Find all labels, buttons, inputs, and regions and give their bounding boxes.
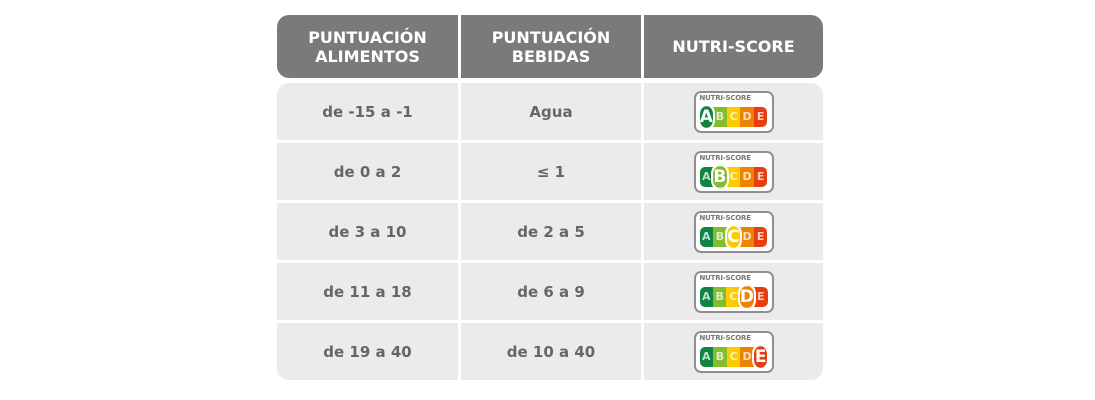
- nutri-score-badge: NUTRI-SCORE A B C D E: [693, 330, 774, 373]
- nutri-score-bar: A B C D E: [697, 103, 768, 130]
- cell-alimentos: de 11 a 18: [323, 282, 412, 301]
- nutriscore-table: PUNTUACIÓN ALIMENTOS PUNTUACIÓN BEBIDAS …: [277, 15, 823, 380]
- nutri-score-badge: NUTRI-SCORE A B C D E: [693, 90, 774, 133]
- grade-a-segment: A: [699, 346, 714, 367]
- cell-alimentos: de 0 a 2: [333, 162, 402, 181]
- cell-bebidas: Agua: [458, 83, 641, 140]
- grade-d-segment: D: [740, 106, 754, 127]
- table-header: PUNTUACIÓN ALIMENTOS PUNTUACIÓN BEBIDAS …: [277, 15, 823, 78]
- grade-a-segment: A: [697, 103, 716, 130]
- grade-d-segment: D: [737, 283, 757, 310]
- grade-c-segment: C: [726, 286, 740, 307]
- cell-alimentos: de 19 a 40: [323, 342, 412, 361]
- grade-b-segment: B: [712, 286, 727, 307]
- grade-c-segment: C: [726, 166, 741, 187]
- cell-bebidas: de 10 a 40: [458, 323, 641, 380]
- nutri-score-bar: A B C D E: [699, 223, 768, 250]
- table-row: de 11 a 18 de 6 a 9 NUTRI-SCORE A B C D …: [277, 260, 823, 320]
- grade-d-segment: D: [740, 346, 754, 367]
- cell-nutri-score: NUTRI-SCORE A B C D E: [641, 83, 823, 140]
- nutri-score-badge-title: NUTRI-SCORE: [699, 93, 752, 102]
- grade-b-segment: B: [711, 163, 729, 190]
- grade-e-segment: E: [753, 166, 768, 187]
- grade-e-segment: E: [754, 286, 768, 307]
- header-puntuacion-alimentos: PUNTUACIÓN ALIMENTOS: [308, 27, 427, 66]
- nutri-score-badge-title: NUTRI-SCORE: [699, 273, 752, 282]
- grade-b-segment: B: [713, 226, 727, 247]
- nutri-score-bar: A B C D E: [699, 343, 770, 370]
- nutri-score-badge: NUTRI-SCORE A B C D E: [693, 270, 774, 313]
- nutri-score-badge: NUTRI-SCORE A B C D E: [693, 210, 774, 253]
- nutri-score-bar: A B C D E: [699, 163, 768, 190]
- grade-a-segment: A: [699, 286, 713, 307]
- grade-e-segment: E: [753, 106, 768, 127]
- nutri-score-bar: A B C D E: [699, 283, 768, 310]
- nutri-score-badge-title: NUTRI-SCORE: [699, 153, 752, 162]
- grade-d-segment: D: [740, 226, 754, 247]
- header-nutri-score: NUTRI-SCORE: [641, 15, 823, 78]
- table-row: de 3 a 10 de 2 a 5 NUTRI-SCORE A B C D E: [277, 200, 823, 260]
- cell-alimentos: de 3 a 10: [328, 222, 407, 241]
- table-body: de -15 a -1 Agua NUTRI-SCORE A B C D E d…: [277, 83, 823, 380]
- grade-c-segment: C: [724, 223, 743, 250]
- table-row: de 19 a 40 de 10 a 40 NUTRI-SCORE A B C …: [277, 320, 823, 380]
- grade-a-segment: A: [699, 166, 714, 187]
- cell-bebidas: de 6 a 9: [458, 263, 641, 320]
- grade-e-segment: E: [753, 226, 768, 247]
- nutri-score-badge-title: NUTRI-SCORE: [699, 213, 752, 222]
- grade-b-segment: B: [713, 106, 727, 127]
- grade-a-segment: A: [699, 226, 714, 247]
- cell-bebidas: ≤ 1: [458, 143, 641, 200]
- grade-d-segment: D: [740, 166, 754, 187]
- nutri-score-badge: NUTRI-SCORE A B C D E: [693, 150, 774, 193]
- table-row: de 0 a 2 ≤ 1 NUTRI-SCORE A B C D E: [277, 140, 823, 200]
- cell-nutri-score: NUTRI-SCORE A B C D E: [641, 203, 823, 260]
- grade-e-segment: E: [751, 343, 770, 370]
- cell-nutri-score: NUTRI-SCORE A B C D E: [641, 323, 823, 380]
- cell-nutri-score: NUTRI-SCORE A B C D E: [641, 263, 823, 320]
- grade-b-segment: B: [713, 346, 727, 367]
- header-puntuacion-bebidas: PUNTUACIÓN BEBIDAS: [458, 15, 641, 78]
- table-row: de -15 a -1 Agua NUTRI-SCORE A B C D E: [277, 83, 823, 140]
- grade-c-segment: C: [726, 106, 741, 127]
- cell-alimentos: de -15 a -1: [322, 102, 413, 121]
- cell-bebidas: de 2 a 5: [458, 203, 641, 260]
- grade-c-segment: C: [726, 346, 741, 367]
- cell-nutri-score: NUTRI-SCORE A B C D E: [641, 143, 823, 200]
- nutri-score-badge-title: NUTRI-SCORE: [699, 333, 752, 342]
